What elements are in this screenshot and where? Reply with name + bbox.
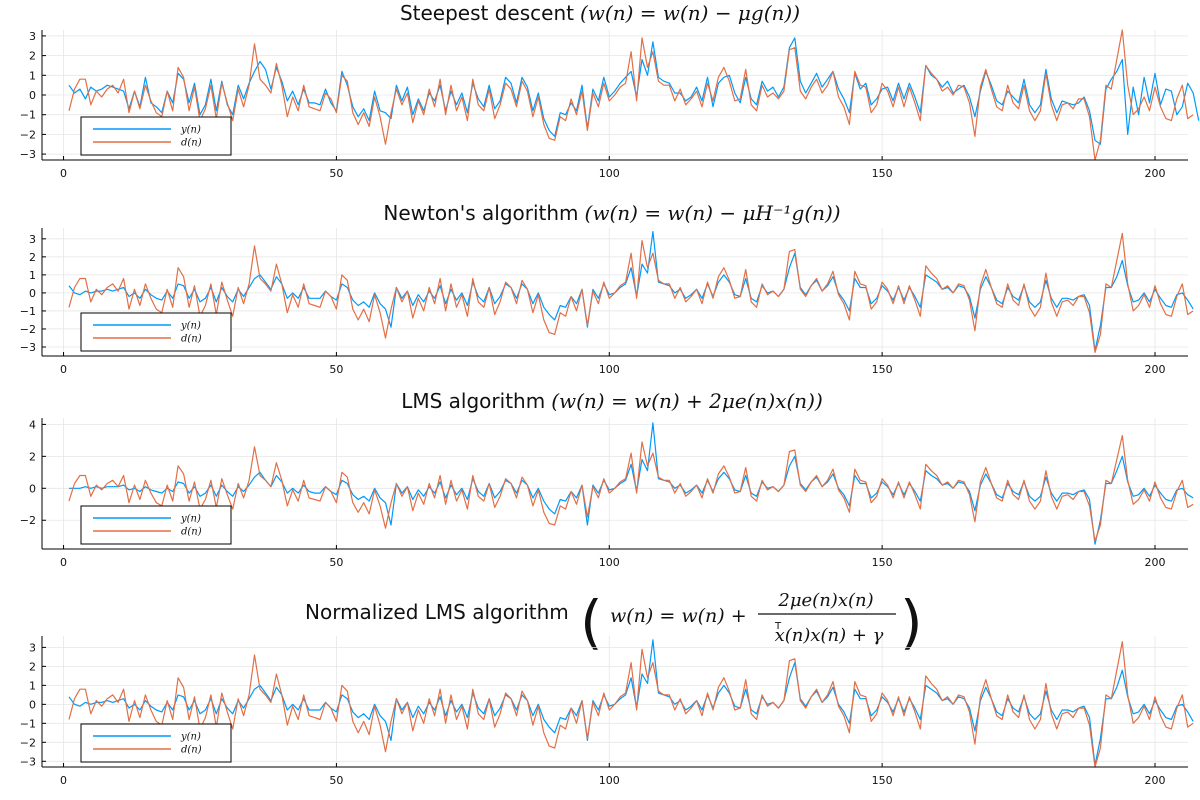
legend-label-d: d(n) bbox=[181, 745, 202, 756]
y-tick-label: 0 bbox=[29, 482, 36, 495]
legend-label-d: d(n) bbox=[181, 334, 202, 345]
title-text: Steepest descent bbox=[400, 1, 574, 25]
y-tick-label: −1 bbox=[20, 717, 36, 730]
legend-label-y: y(n) bbox=[180, 321, 201, 332]
legend: y(n) d(n) bbox=[80, 116, 232, 156]
title-text: Newton's algorithm bbox=[383, 201, 578, 225]
legend: y(n) d(n) bbox=[80, 505, 232, 545]
panel-title: Newton's algorithm (w(n) = w(n) − μH⁻¹g(n… bbox=[383, 201, 840, 225]
y-tick-label: 1 bbox=[29, 269, 36, 282]
legend-label-y: y(n) bbox=[180, 732, 201, 743]
series-line-d bbox=[68, 641, 1194, 768]
x-tick-label: 50 bbox=[329, 556, 343, 569]
y-tick-label: −2 bbox=[20, 323, 36, 336]
legend-box bbox=[80, 312, 232, 352]
y-tick-label: 2 bbox=[29, 251, 36, 264]
x-tick-label: 100 bbox=[599, 774, 620, 787]
title-fraction-numerator: 2μe(n)x(n) bbox=[777, 590, 873, 611]
x-tick-label: 50 bbox=[329, 363, 343, 376]
y-tick-label: 0 bbox=[29, 89, 36, 102]
panel-title: Steepest descent (w(n) = w(n) − μg(n)) bbox=[400, 1, 800, 25]
series-group bbox=[68, 231, 1194, 353]
panel-lms: LMS algorithm (w(n) = w(n) + 2μe(n)x(n)) … bbox=[20, 389, 1194, 569]
legend-label-y: y(n) bbox=[180, 125, 201, 136]
gridlines bbox=[42, 228, 1188, 356]
x-tick-label: 150 bbox=[872, 556, 893, 569]
title-left-paren: ( bbox=[580, 588, 603, 656]
axes: 0 50 100 150 200 −2 0 2 4 bbox=[20, 418, 1188, 569]
legend-label-d: d(n) bbox=[181, 138, 202, 149]
y-tick-label: 1 bbox=[29, 679, 36, 692]
y-tick-label: −2 bbox=[20, 514, 36, 527]
axes: 0 50 100 150 200 −3 −2 −1 0 1 2 3 bbox=[20, 636, 1188, 787]
x-tick-label: 150 bbox=[872, 363, 893, 376]
y-tick-label: 3 bbox=[29, 641, 36, 654]
panel-newton: Newton's algorithm (w(n) = w(n) − μH⁻¹g(n… bbox=[20, 201, 1194, 376]
legend-label-y: y(n) bbox=[180, 514, 201, 525]
y-tick-label: 4 bbox=[29, 418, 36, 431]
x-tick-label: 150 bbox=[872, 167, 893, 180]
series-group bbox=[68, 639, 1194, 768]
x-tick-label: 0 bbox=[60, 556, 67, 569]
y-tick-label: −2 bbox=[20, 736, 36, 749]
y-tick-label: 0 bbox=[29, 698, 36, 711]
panel-title: LMS algorithm (w(n) = w(n) + 2μe(n)x(n)) bbox=[401, 389, 823, 413]
series-line-d bbox=[68, 435, 1194, 542]
title-formula: (w(n) = w(n) − μg(n)) bbox=[580, 1, 800, 25]
legend: y(n) d(n) bbox=[80, 723, 232, 763]
x-tick-label: 0 bbox=[60, 167, 67, 180]
legend-label-d: d(n) bbox=[181, 527, 202, 538]
series-line-d bbox=[68, 29, 1194, 161]
series-group bbox=[68, 29, 1200, 161]
series-line-d bbox=[68, 232, 1194, 353]
y-tick-label: 1 bbox=[29, 69, 36, 82]
title-text: Normalized LMS algorithm bbox=[305, 600, 569, 624]
x-tick-label: 200 bbox=[1145, 774, 1166, 787]
y-tick-label: 3 bbox=[29, 233, 36, 246]
x-tick-label: 200 bbox=[1145, 363, 1166, 376]
series-group bbox=[68, 422, 1194, 545]
y-tick-label: −2 bbox=[20, 128, 36, 141]
y-tick-label: 0 bbox=[29, 287, 36, 300]
axes: 0 50 100 150 200 −3 −2 −1 0 1 2 3 bbox=[20, 30, 1188, 180]
x-tick-label: 50 bbox=[329, 774, 343, 787]
legend-box bbox=[80, 116, 232, 156]
y-tick-label: −1 bbox=[20, 109, 36, 122]
title-right-paren: ) bbox=[900, 588, 923, 656]
x-tick-label: 0 bbox=[60, 774, 67, 787]
y-tick-label: 2 bbox=[29, 450, 36, 463]
legend-box bbox=[80, 505, 232, 545]
x-tick-label: 50 bbox=[329, 167, 343, 180]
title-text: LMS algorithm bbox=[401, 389, 545, 413]
legend-box bbox=[80, 723, 232, 763]
x-tick-label: 200 bbox=[1145, 167, 1166, 180]
x-tick-label: 100 bbox=[599, 167, 620, 180]
y-tick-label: 3 bbox=[29, 30, 36, 43]
y-tick-label: 2 bbox=[29, 50, 36, 63]
y-tick-label: −3 bbox=[20, 755, 36, 768]
x-tick-label: 0 bbox=[60, 363, 67, 376]
title-fraction-denominator: x(n)x(n) + γ bbox=[775, 625, 884, 646]
title-lhs: w(n) = w(n) + bbox=[610, 605, 747, 627]
y-tick-label: −3 bbox=[20, 341, 36, 354]
title-formula: (w(n) = w(n) + 2μe(n)x(n)) bbox=[551, 389, 823, 413]
x-tick-label: 200 bbox=[1145, 556, 1166, 569]
panel-steepest-descent: Steepest descent (w(n) = w(n) − μg(n)) 0 5… bbox=[20, 1, 1200, 180]
x-tick-label: 150 bbox=[872, 774, 893, 787]
y-tick-label: 2 bbox=[29, 660, 36, 673]
x-tick-label: 100 bbox=[599, 363, 620, 376]
y-tick-label: −1 bbox=[20, 305, 36, 318]
x-tick-label: 100 bbox=[599, 556, 620, 569]
y-tick-label: −3 bbox=[20, 148, 36, 161]
title-formula: (w(n) = w(n) − μH⁻¹g(n)) bbox=[585, 201, 841, 225]
panel-normalized-lms: Normalized LMS algorithm ( w(n) = w(n) +… bbox=[20, 588, 1194, 787]
title-fraction-superscript: T bbox=[774, 621, 782, 632]
axes: 0 50 100 150 200 −3 −2 −1 0 1 2 3 bbox=[20, 228, 1188, 376]
legend: y(n) d(n) bbox=[80, 312, 232, 352]
